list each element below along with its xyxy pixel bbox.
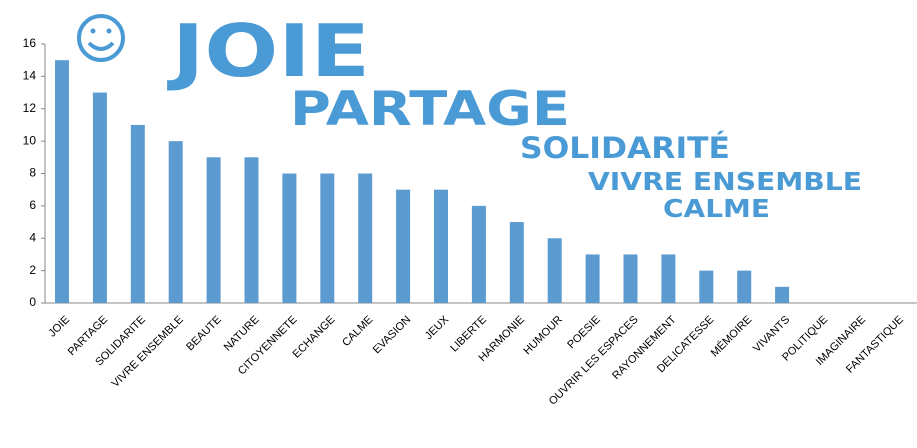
bar	[775, 286, 790, 303]
bar	[623, 254, 638, 303]
x-tick-label: NATURE	[222, 314, 262, 354]
bar	[661, 254, 676, 303]
x-tick-label: MÉMOIRE	[708, 313, 754, 359]
word-annotation: PARTAGE	[290, 82, 570, 137]
bar	[92, 92, 107, 303]
bar	[471, 205, 486, 303]
bar	[130, 124, 145, 303]
word-annotation: SOLIDARITÉ	[520, 131, 730, 165]
y-tick-label: 10	[23, 133, 37, 147]
bar	[358, 173, 373, 303]
y-tick-label: 6	[29, 198, 36, 212]
bar	[55, 60, 69, 303]
bar	[585, 254, 600, 303]
bar	[168, 141, 183, 303]
smiley-icon	[77, 14, 125, 62]
y-tick-label: 14	[23, 69, 37, 83]
word-annotation: CALME	[663, 194, 770, 223]
x-tick-label: HUMOUR	[521, 314, 565, 358]
y-tick-label: 0	[29, 295, 36, 309]
bar	[320, 173, 335, 303]
y-tick-label: 2	[29, 263, 36, 277]
word-annotation: JOIE	[166, 9, 370, 93]
y-tick-label: 12	[23, 101, 37, 115]
y-tick-label: 8	[29, 166, 36, 180]
x-tick-label: CALME	[340, 314, 375, 349]
bar	[282, 173, 297, 303]
bar	[244, 157, 259, 303]
bar	[699, 270, 714, 303]
x-tick-label: POESIE	[565, 314, 602, 351]
bar	[206, 157, 221, 303]
bar	[737, 270, 752, 303]
bar	[509, 222, 524, 303]
bar	[547, 238, 562, 303]
y-tick-label: 16	[23, 36, 37, 50]
x-tick-label: BEAUTE	[184, 314, 224, 354]
bar	[396, 189, 411, 303]
x-tick-label: EVASION	[371, 314, 414, 357]
x-tick-label: JEUX	[423, 313, 452, 342]
y-tick-label: 4	[29, 230, 36, 244]
x-tick-label: RAYONNEMENT	[610, 313, 679, 382]
x-tick-label: VIVRE ENSEMBLE	[110, 314, 186, 390]
bar	[434, 189, 448, 303]
x-tick-label: JOIE	[46, 314, 72, 340]
word-annotation: VIVRE ENSEMBLE	[588, 167, 862, 196]
